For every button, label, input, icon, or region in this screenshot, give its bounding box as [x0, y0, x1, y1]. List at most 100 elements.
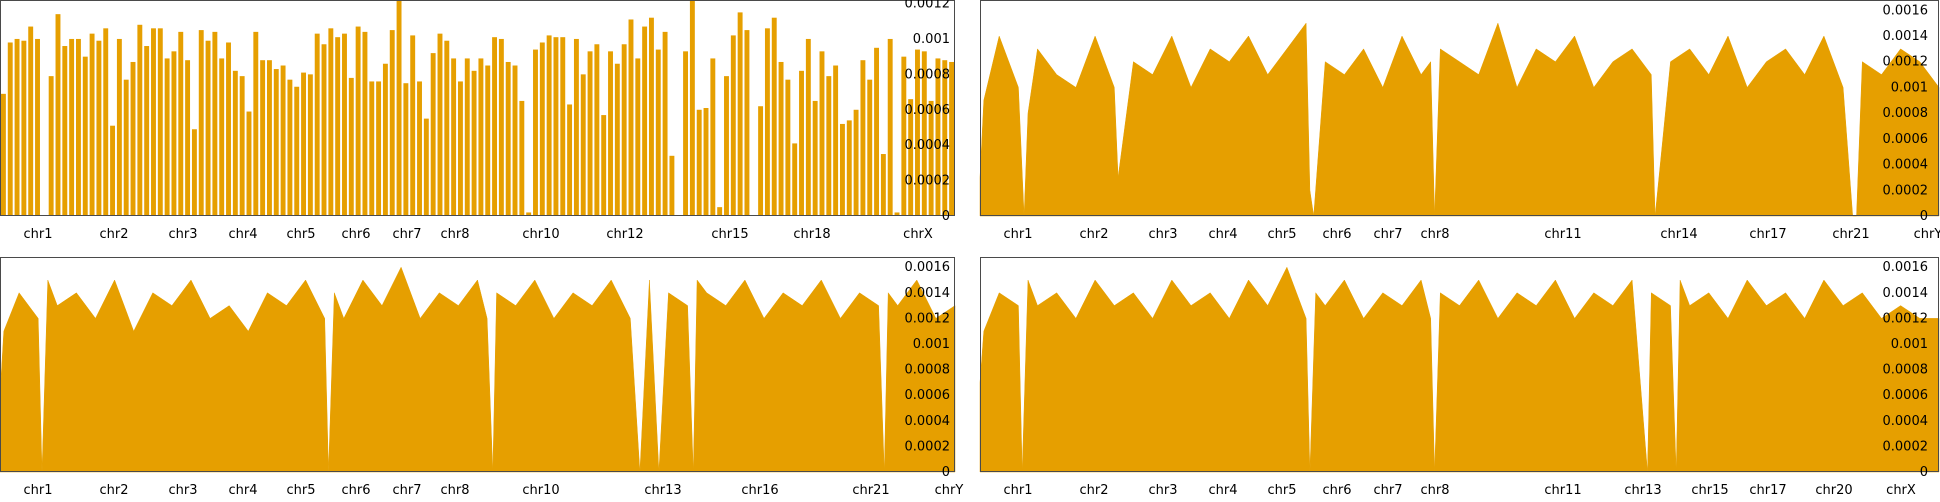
- bar: [403, 83, 409, 217]
- bar: [710, 58, 716, 217]
- bar: [874, 47, 880, 216]
- x-tick-label-chrY: chrY: [1914, 227, 1940, 242]
- x-tick-label-chr10: chr10: [522, 483, 559, 498]
- bar: [96, 40, 102, 216]
- x-tick-label-chr1: chr1: [23, 483, 52, 498]
- bar: [35, 38, 40, 217]
- plot-frame: [980, 0, 1939, 216]
- x-tick-label-chr14: chr14: [1660, 227, 1697, 242]
- x-tick-label-chr4: chr4: [228, 227, 257, 242]
- bar: [7, 42, 13, 216]
- bar: [696, 109, 702, 216]
- bar: [157, 28, 163, 216]
- bar: [812, 100, 818, 216]
- y-tick-label-0-0006: 0.0006: [905, 388, 951, 403]
- x-tick-label-chr8: chr8: [440, 227, 469, 242]
- bar: [949, 61, 955, 216]
- bar: [758, 106, 764, 216]
- y-tick-label-0-0016: 0.0016: [1883, 3, 1929, 18]
- x-tick-label-chr1: chr1: [23, 227, 52, 242]
- bar: [628, 19, 634, 217]
- bar: [689, 0, 695, 216]
- x-tick-label-chr20: chr20: [1815, 483, 1852, 498]
- bar: [478, 58, 484, 217]
- bar: [703, 108, 709, 216]
- bar: [130, 61, 136, 216]
- bar: [62, 46, 68, 216]
- bar: [246, 111, 252, 216]
- bar: [519, 100, 525, 216]
- bar: [792, 143, 798, 216]
- bar: [335, 37, 341, 217]
- bar: [471, 70, 477, 216]
- bar: [771, 17, 777, 217]
- y-tick-label-0-0016: 0.0016: [1883, 260, 1929, 275]
- x-tick-label-chr3: chr3: [1148, 483, 1177, 498]
- x-tick-label-chr12: chr12: [606, 227, 643, 242]
- y-tick-label-0-0004: 0.0004: [905, 138, 951, 153]
- y-tick-label-0: 0: [942, 209, 950, 224]
- bar: [137, 24, 143, 216]
- x-tick-label-chr16: chr16: [741, 483, 778, 498]
- chart-panel-3: 0 0.0002 0.0004 0.0006 0.0008 0.001 0.0012 0.00…: [0, 257, 963, 498]
- y-tick-label-0-0006: 0.0006: [905, 103, 951, 118]
- bar: [82, 56, 88, 216]
- bar: [239, 76, 245, 216]
- bar: [232, 70, 238, 216]
- bar: [410, 35, 416, 216]
- bar: [826, 76, 832, 216]
- x-tick-label-chr11: chr11: [1544, 227, 1581, 242]
- bar: [253, 31, 259, 217]
- coverage-area: [979, 22, 1940, 217]
- x-tick-label-chr5: chr5: [1267, 483, 1296, 498]
- bar: [594, 44, 600, 217]
- y-tick-label-0-0008: 0.0008: [1883, 106, 1929, 121]
- x-tick-label-chrX: chrX: [903, 227, 933, 242]
- x-tick-label-chr7: chr7: [1373, 227, 1402, 242]
- bar: [151, 28, 156, 216]
- x-tick-label-chr15: chr15: [1691, 483, 1728, 498]
- bar: [376, 81, 382, 216]
- bar: [580, 74, 586, 216]
- plot-frame: [980, 257, 1939, 472]
- y-tick-label-0-001: 0.001: [1891, 80, 1928, 95]
- x-tick-label-chr6: chr6: [1322, 227, 1351, 242]
- bar: [55, 14, 61, 216]
- bar: [533, 49, 538, 216]
- bar: [212, 31, 218, 217]
- bar: [717, 207, 723, 216]
- y-tick-label-0-0012: 0.0012: [905, 311, 951, 326]
- x-tick-label-chr6: chr6: [1322, 483, 1351, 498]
- bar: [764, 28, 770, 216]
- bar: [846, 120, 852, 216]
- y-tick-label-0-0008: 0.0008: [905, 363, 951, 378]
- bar: [880, 154, 886, 216]
- bar: [0, 93, 6, 216]
- bar: [915, 49, 920, 216]
- y-tick-label-0-0014: 0.0014: [905, 286, 951, 301]
- bar: [382, 63, 388, 216]
- y-tick-label-0-0004: 0.0004: [1883, 414, 1929, 429]
- y-tick-label-0: 0: [1920, 209, 1928, 224]
- bar: [724, 76, 729, 216]
- bar: [942, 60, 948, 217]
- bar: [219, 58, 225, 217]
- y-tick-label-0-0002: 0.0002: [905, 439, 951, 454]
- y-tick-label-0-0004: 0.0004: [1883, 158, 1929, 173]
- bar: [144, 46, 150, 216]
- bar: [498, 38, 504, 217]
- y-tick-label-0-0002: 0.0002: [1883, 183, 1929, 198]
- bar: [355, 26, 361, 217]
- x-tick-label-chr13: chr13: [644, 483, 681, 498]
- bar: [833, 65, 839, 216]
- bar: [614, 63, 620, 216]
- bar: [321, 44, 327, 217]
- bar: [103, 28, 109, 216]
- bar: [430, 53, 436, 216]
- x-tick-label-chr7: chr7: [392, 483, 421, 498]
- x-tick-label-chrX: chrX: [1886, 483, 1916, 498]
- bar: [369, 81, 375, 216]
- bar: [123, 79, 129, 216]
- y-tick-label-0-0016: 0.0016: [905, 260, 951, 275]
- y-tick-label-0-0012: 0.0012: [1883, 55, 1929, 70]
